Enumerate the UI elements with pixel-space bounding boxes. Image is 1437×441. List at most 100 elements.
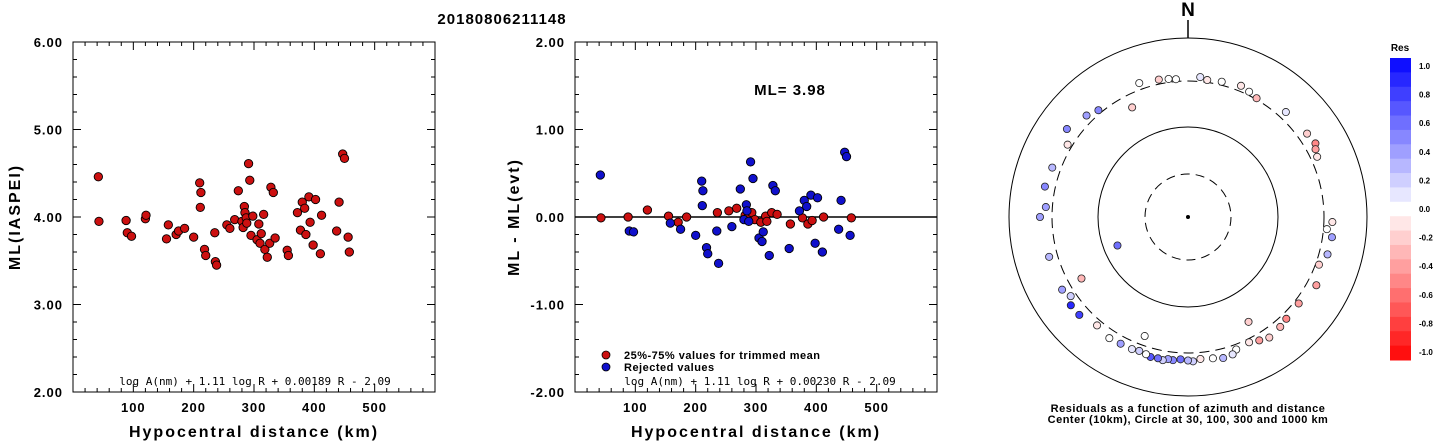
residual-point [665, 218, 675, 228]
station-point [1265, 333, 1274, 342]
residual-point [794, 206, 805, 216]
station-point [1237, 81, 1246, 90]
ml-point [334, 197, 344, 207]
colorbar-swatch [1390, 173, 1411, 188]
station-point [1282, 314, 1291, 323]
residual-points [595, 147, 856, 269]
colorbar-swatch [1390, 230, 1411, 246]
ml-point [270, 233, 280, 243]
ml-point [262, 252, 272, 262]
station-point [1094, 106, 1103, 115]
residual-point [784, 243, 794, 254]
station-point [1040, 182, 1049, 191]
residual-xlabel: Hypocentral distance (km) [631, 424, 881, 441]
ring-100km [1097, 126, 1279, 308]
residual-point [764, 250, 774, 261]
colorbar-swatch [1390, 216, 1411, 232]
station-point [1127, 345, 1136, 354]
colorbar-title: Res [1391, 43, 1410, 54]
ml-xtick-label: 100 [121, 400, 146, 415]
legend-label-rejected: Rejected values [624, 362, 715, 374]
legend-label-used: 25%-75% values for trimmed mean [624, 350, 820, 362]
ml-point [301, 229, 311, 240]
north-label: N [1181, 0, 1195, 21]
colorbar-swatch [1390, 259, 1411, 275]
station-point [1116, 339, 1125, 348]
residual-point [812, 193, 823, 203]
ml-point [163, 220, 173, 230]
colorbar-swatch [1390, 58, 1411, 73]
residual-point [691, 230, 701, 241]
colorbar-swatch [1390, 302, 1411, 318]
colorbar-swatch [1390, 244, 1411, 260]
residual-point [744, 216, 754, 227]
colorbar-swatch [1390, 201, 1411, 217]
residual-point [846, 213, 856, 223]
station-points [1035, 73, 1337, 366]
ml-point [126, 231, 137, 241]
colorbar-tick-label: 0.4 [1419, 148, 1431, 157]
station-point [1082, 111, 1091, 120]
residual-point [785, 219, 796, 229]
ml-xtick-label: 500 [362, 400, 387, 415]
ring-30km [1144, 173, 1232, 261]
azimuth-panel: N Residuals as a function of azimuth and… [1008, 0, 1433, 426]
station-point [1313, 152, 1322, 161]
figure-title: 20180806211148 [437, 11, 566, 28]
station-point [1328, 218, 1337, 227]
colorbar-tick-label: 1.0 [1419, 62, 1431, 71]
ml-point [179, 223, 190, 234]
ring-300km [1051, 80, 1325, 354]
residual-point [703, 249, 713, 259]
ml-point [305, 217, 315, 227]
residual-point [810, 238, 820, 248]
ml-point [316, 210, 327, 220]
ml-point [283, 250, 294, 261]
station-point [1066, 292, 1075, 301]
station-point [1062, 125, 1071, 134]
ml-point [195, 202, 205, 213]
ml-point [121, 215, 131, 226]
residual-point [841, 151, 852, 162]
station-point [1327, 233, 1336, 242]
ml-xtick-label: 300 [242, 400, 267, 415]
epicenter-dot [1186, 215, 1190, 219]
residual-colorbar: 1.0 0.8 0.6 0.4 0.2 0.0 -0.2 -0.4 -0.6 -0.8 -1.0 [1390, 58, 1433, 361]
station-point [1176, 355, 1185, 364]
colorbar-swatch [1390, 144, 1411, 160]
ml-point [225, 223, 235, 234]
ml-ytick-label: 6.00 [34, 35, 63, 50]
station-point [1164, 74, 1173, 83]
ml-panel: ML(IASPEI) Hypocentral distance (km) log… [7, 35, 436, 441]
ml-xlabel: Hypocentral distance (km) [129, 424, 379, 441]
ml-point [210, 228, 220, 238]
residual-point [834, 224, 844, 234]
colorbar-tick-label: 0.6 [1419, 119, 1431, 128]
ml-point [201, 250, 211, 261]
colorbar-tick-label: 0.2 [1419, 176, 1431, 185]
ml-point [248, 211, 258, 221]
residual-point [642, 205, 653, 215]
station-point [1228, 350, 1237, 359]
ml-ytick-label: 4.00 [34, 210, 63, 225]
residual-point [742, 206, 752, 216]
station-point [1245, 338, 1254, 347]
colorbar-swatch [1390, 345, 1411, 361]
ml-point [308, 240, 318, 250]
station-point [1255, 336, 1264, 345]
ml-point [254, 219, 264, 229]
residual-xtick-label: 200 [683, 400, 708, 415]
residual-point [623, 212, 633, 222]
residual-point [757, 236, 767, 247]
residual-formula: log A(nm) + 1.11 log R + 0.00230 R - 2.0… [624, 375, 896, 388]
colorbar-swatch [1390, 72, 1411, 88]
station-point [1208, 354, 1217, 363]
residual-panel: ML - ML(evt) Hypocentral distance (km) M… [506, 35, 938, 441]
residual-xtick-label: 300 [744, 400, 769, 415]
station-point [1048, 163, 1057, 172]
residual-point [698, 186, 708, 196]
azimuth-caption-1: Residuals as a function of azimuth and d… [1051, 403, 1326, 415]
ml-point [189, 232, 199, 242]
station-point [1105, 334, 1114, 343]
ml-point [233, 186, 243, 196]
